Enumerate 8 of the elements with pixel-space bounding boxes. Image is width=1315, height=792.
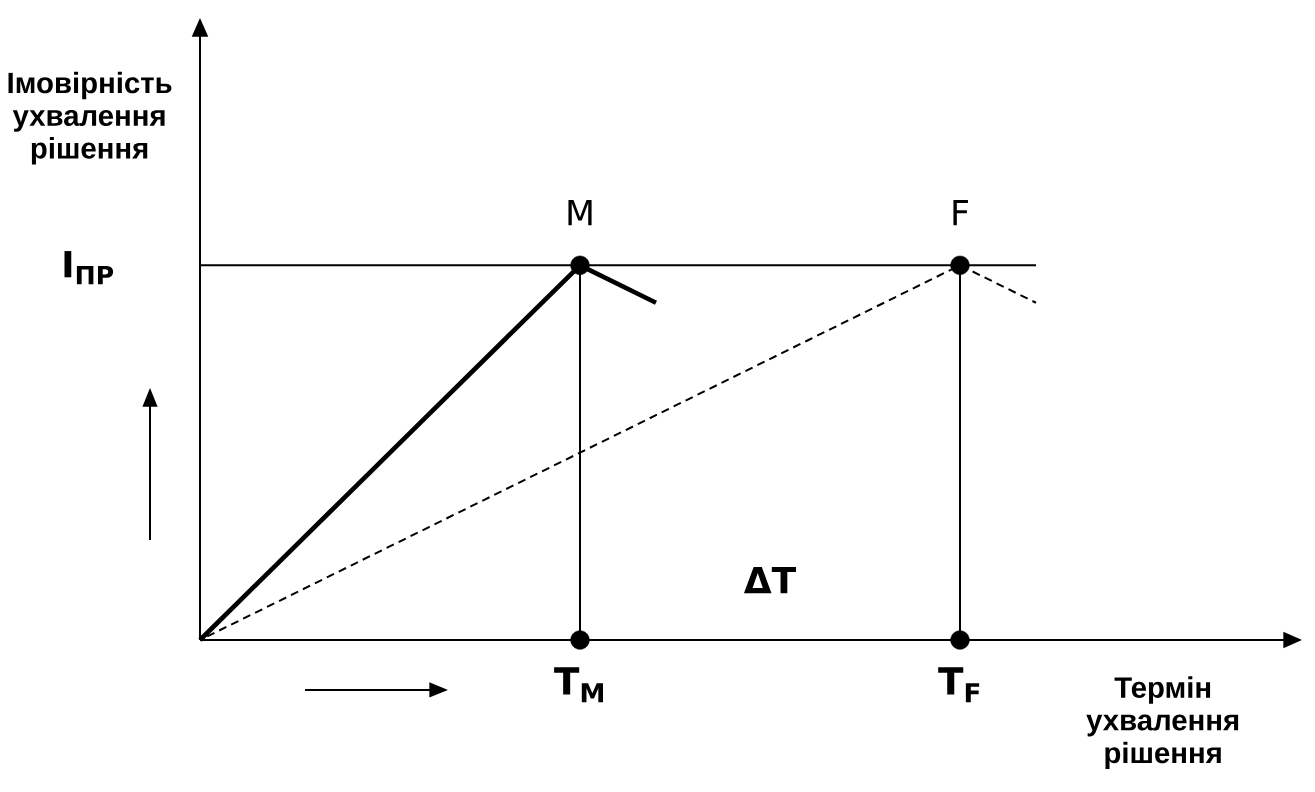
x-tick-label: T$_{F}$ bbox=[938, 667, 980, 703]
annotation: M bbox=[568, 200, 592, 226]
annotation: F bbox=[953, 200, 968, 226]
x-axis-title: Термін ухвалення рішення bbox=[1086, 676, 1239, 770]
y-axis-title: Імовірність ухвалення рішення bbox=[8, 71, 172, 165]
x-tick-label: T$_{M}$ bbox=[554, 667, 604, 703]
text: I$_{ПР}$ bbox=[64, 251, 114, 285]
annotation: ΔT bbox=[743, 566, 797, 594]
